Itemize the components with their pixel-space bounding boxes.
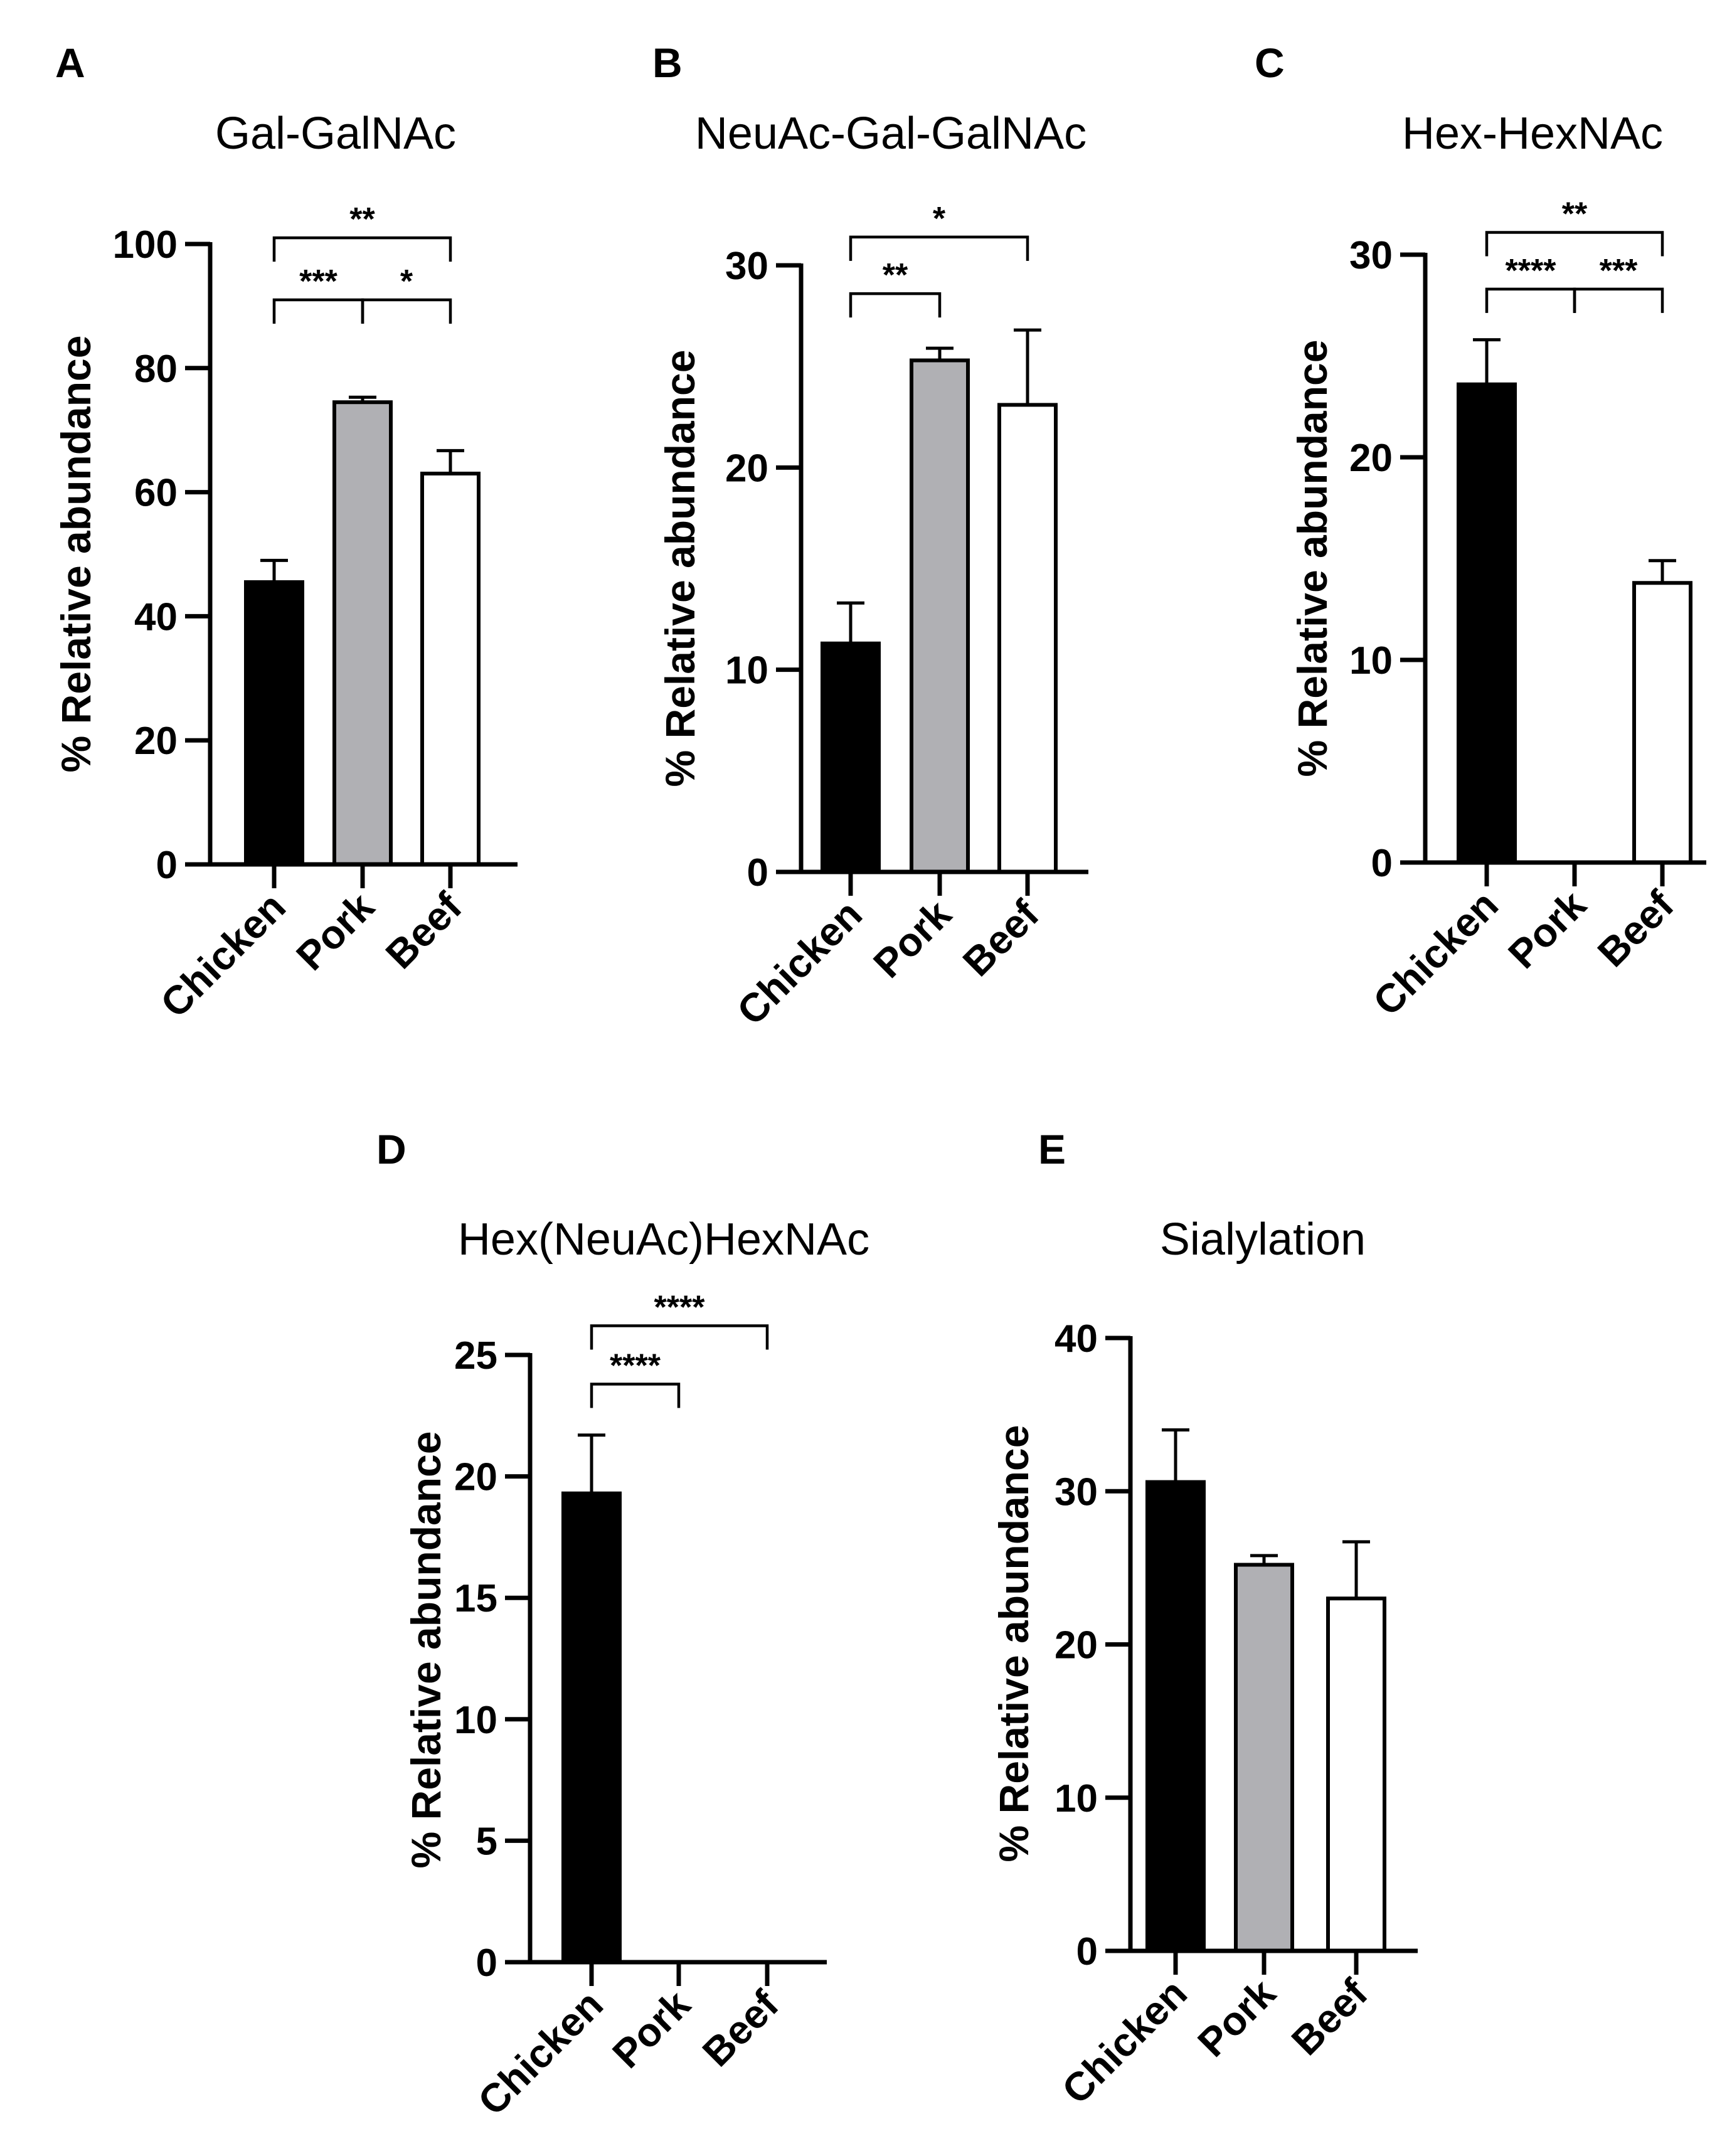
- bar-beef: [997, 403, 1058, 874]
- panel-title: Hex-HexNAc: [1402, 109, 1663, 159]
- bar-pork: [1234, 1563, 1294, 1953]
- y-tick-label: 20: [725, 447, 768, 490]
- significance-bracket: [361, 298, 452, 324]
- y-axis-label: % Relative abundance: [53, 336, 99, 773]
- panel-title: NeuAc-Gal-GalNAc: [695, 109, 1086, 159]
- y-tick-label: 0: [747, 851, 768, 895]
- panel-letter: B: [652, 40, 683, 86]
- panel-letter: E: [1038, 1126, 1066, 1172]
- y-tick-label: 10: [1055, 1777, 1098, 1820]
- significance-bracket: [272, 236, 452, 262]
- y-tick-label: 20: [454, 1456, 497, 1499]
- panel-letter: A: [55, 40, 85, 86]
- panel-title: Hex(NeuAc)HexNAc: [458, 1214, 869, 1265]
- significance-bracket: [849, 292, 942, 318]
- y-tick-label: 20: [134, 720, 178, 763]
- panel-letter: D: [376, 1126, 406, 1172]
- significance-bracket: [849, 235, 1029, 261]
- bar-pork: [910, 358, 970, 874]
- bar-beef: [1326, 1596, 1386, 1953]
- y-tick-label: 0: [156, 844, 178, 887]
- y-tick-label: 20: [1349, 437, 1393, 480]
- bar-pork: [332, 400, 393, 866]
- y-tick-label: 0: [1371, 842, 1393, 885]
- y-axis-label: % Relative abundance: [403, 1431, 449, 1869]
- panel-title: Sialylation: [1160, 1214, 1366, 1265]
- y-tick-label: 0: [1076, 1930, 1098, 1973]
- bar-chicken: [561, 1491, 622, 1965]
- y-tick-label: 25: [454, 1334, 497, 1378]
- y-tick-label: 10: [1349, 639, 1393, 682]
- bar-chicken: [1145, 1480, 1206, 1953]
- y-tick-label: 30: [1349, 234, 1393, 277]
- y-tick-label: 80: [134, 348, 178, 391]
- panel-letter: C: [1255, 40, 1285, 86]
- y-tick-label: 15: [454, 1577, 497, 1620]
- bar-chicken: [821, 641, 881, 874]
- y-tick-label: 60: [134, 472, 178, 515]
- significance-label: **: [883, 257, 908, 294]
- y-tick-label: 30: [725, 245, 768, 288]
- bar-beef: [1632, 581, 1692, 864]
- y-axis-label: % Relative abundance: [1289, 340, 1336, 777]
- significance-bracket: [1573, 287, 1664, 313]
- significance-bracket: [590, 1383, 681, 1408]
- significance-label: ****: [654, 1290, 706, 1326]
- y-tick-label: 30: [1055, 1470, 1098, 1514]
- significance-label: *: [933, 201, 946, 237]
- y-tick-label: 40: [134, 595, 178, 639]
- y-axis-label: % Relative abundance: [991, 1425, 1037, 1862]
- significance-label: *: [400, 263, 413, 300]
- y-axis-label: % Relative abundance: [657, 350, 703, 787]
- panel-title: Gal-GalNAc: [215, 109, 456, 159]
- y-tick-label: 20: [1055, 1624, 1098, 1667]
- significance-bracket: [590, 1324, 769, 1350]
- significance-label: ****: [1506, 253, 1557, 289]
- y-tick-label: 5: [476, 1820, 497, 1863]
- y-tick-label: 10: [454, 1699, 497, 1742]
- significance-label: **: [1562, 196, 1588, 232]
- y-tick-label: 10: [725, 649, 768, 693]
- bar-chicken: [244, 580, 304, 866]
- y-tick-label: 0: [476, 1941, 497, 1985]
- significance-label: **: [349, 201, 375, 238]
- bar-beef: [420, 471, 481, 866]
- bar-chicken: [1457, 382, 1517, 864]
- significance-label: ***: [1600, 253, 1638, 289]
- significance-bracket: [1485, 231, 1664, 257]
- significance-label: ***: [299, 263, 337, 300]
- significance-label: ****: [610, 1347, 661, 1384]
- y-tick-label: 100: [113, 223, 178, 267]
- y-tick-label: 40: [1055, 1317, 1098, 1361]
